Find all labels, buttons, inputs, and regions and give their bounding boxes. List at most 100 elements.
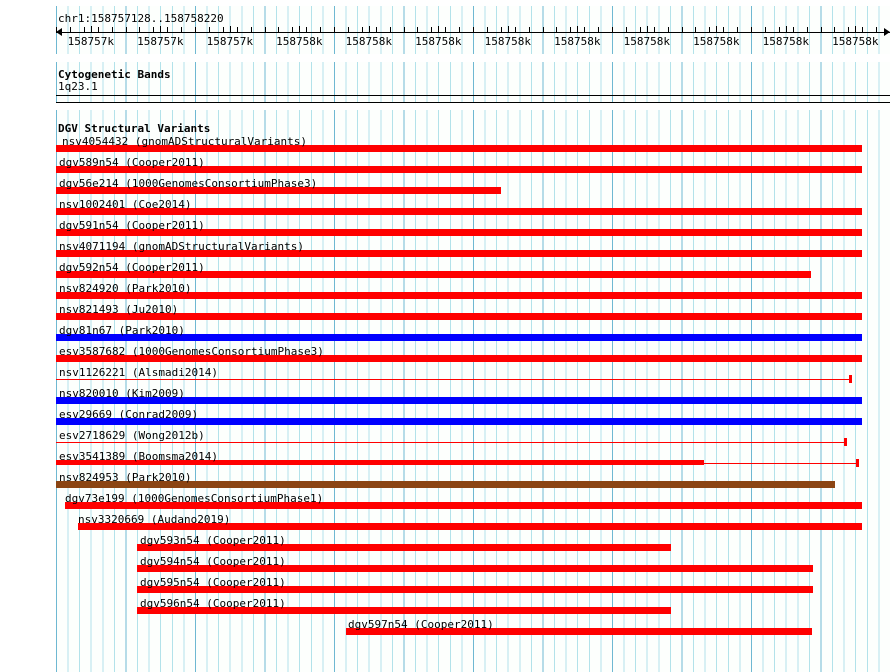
ruler-tick bbox=[83, 27, 85, 32]
track-label-esv29669[interactable]: esv29669 (Conrad2009) bbox=[59, 408, 199, 421]
feature-bar-dgv595n54[interactable] bbox=[137, 586, 813, 593]
feature-bar-dgv596n54[interactable] bbox=[137, 607, 671, 614]
ruler-tick bbox=[417, 27, 419, 32]
feature-bar-nsv820010[interactable] bbox=[56, 397, 862, 404]
ruler-major-tick bbox=[716, 26, 718, 33]
ruler-tick bbox=[500, 27, 502, 32]
feature-line-nsv1126221[interactable] bbox=[56, 379, 851, 380]
ruler-tick bbox=[764, 27, 766, 32]
feature-bar-nsv3320669[interactable] bbox=[78, 523, 862, 530]
ruler-tick bbox=[473, 27, 474, 32]
dgv-structural-variants-title: DGV Structural Variants bbox=[58, 122, 211, 135]
ruler-major-tick bbox=[90, 26, 92, 33]
ruler-major-tick bbox=[368, 26, 370, 33]
ruler-tick-label: 158757k bbox=[206, 35, 253, 48]
track-label-dgv56e214[interactable]: dgv56e214 (1000GenomesConsortiumPhase3) bbox=[59, 177, 318, 190]
track-label-nsv1126221[interactable]: nsv1126221 (Alsmadi2014) bbox=[59, 366, 218, 379]
cytogenetic-bands-title: Cytogenetic Bands bbox=[58, 68, 171, 81]
ruler-major-tick bbox=[855, 26, 857, 33]
cytoband-label-1q23-1: 1q23.1 bbox=[58, 80, 98, 93]
feature-endcap-esv2718629 bbox=[844, 438, 847, 446]
track-label-nsv820010[interactable]: nsv820010 (Kim2009) bbox=[59, 387, 185, 400]
feature-bar-dgv592n54[interactable] bbox=[56, 271, 811, 278]
feature-bar-dgv73e199[interactable] bbox=[65, 502, 862, 509]
ruler-tick bbox=[556, 27, 558, 32]
track-label-esv3587682[interactable]: esv3587682 (1000GenomesConsortiumPhase3) bbox=[59, 345, 324, 358]
ruler-tick bbox=[375, 27, 377, 32]
ruler-tick-label: 158758k bbox=[345, 35, 392, 48]
ruler-major-tick bbox=[577, 26, 579, 33]
ruler-tick bbox=[848, 27, 850, 32]
ruler-tick-label: 158758k bbox=[415, 35, 462, 48]
ruler-tick bbox=[69, 27, 71, 32]
location-label: chr1:158757128..158758220 bbox=[58, 12, 224, 25]
ruler-tick bbox=[97, 27, 99, 32]
feature-bar-nsv821493[interactable] bbox=[56, 313, 862, 320]
ruler-tick bbox=[347, 27, 349, 32]
feature-bar-nsv4054432[interactable] bbox=[56, 145, 862, 152]
ruler-tick-label: 158758k bbox=[762, 35, 809, 48]
track-label-dgv594n54[interactable]: dgv594n54 (Cooper2011) bbox=[140, 555, 286, 568]
ruler-left-arrow-icon[interactable] bbox=[56, 28, 62, 36]
feature-bar-dgv589n54[interactable] bbox=[56, 166, 862, 173]
feature-bar-esv3587682[interactable] bbox=[56, 355, 862, 362]
feature-bar-dgv593n54[interactable] bbox=[137, 544, 671, 551]
ruler-tick bbox=[222, 27, 224, 32]
ruler-tick bbox=[459, 27, 461, 32]
track-label-nsv824920[interactable]: nsv824920 (Park2010) bbox=[59, 282, 192, 295]
ruler-major-tick bbox=[646, 26, 648, 33]
ruler-panel[interactable]: chr1:158757128..158758220 158757k 158757k… bbox=[0, 0, 890, 54]
track-label-dgv591n54[interactable]: dgv591n54 (Cooper2011) bbox=[59, 219, 205, 232]
ruler-axis-line bbox=[56, 32, 890, 33]
track-label-nsv824953[interactable]: nsv824953 (Park2010) bbox=[59, 471, 192, 484]
ruler-tick bbox=[334, 27, 335, 32]
feature-bar-nsv4071194[interactable] bbox=[56, 250, 862, 257]
ruler-major-tick bbox=[299, 26, 301, 33]
ruler-tick bbox=[806, 27, 808, 32]
feature-bar-nsv824920[interactable] bbox=[56, 292, 862, 299]
feature-bar-nsv824953[interactable] bbox=[56, 481, 835, 488]
feature-bar-esv29669[interactable] bbox=[56, 418, 862, 425]
track-label-dgv73e199[interactable]: dgv73e199 (1000GenomesConsortiumPhase1) bbox=[65, 492, 324, 505]
ruler-major-tick bbox=[160, 26, 162, 33]
feature-bar-dgv56e214[interactable] bbox=[56, 187, 501, 194]
ruler-major-tick bbox=[438, 26, 440, 33]
feature-bar-esv3541389-seg[interactable] bbox=[56, 460, 704, 465]
ruler-tick bbox=[236, 27, 238, 32]
track-label-dgv81n67[interactable]: dgv81n67 (Park2010) bbox=[59, 324, 185, 337]
track-label-nsv4071194[interactable]: nsv4071194 (gnomADStructuralVariants) bbox=[59, 240, 305, 253]
feature-bar-dgv597n54[interactable] bbox=[346, 628, 812, 635]
track-label-esv2718629[interactable]: esv2718629 (Wong2012b) bbox=[59, 429, 205, 442]
track-label-nsv4054432[interactable]: nsv4054432 (gnomADStructuralVariants) bbox=[62, 135, 308, 148]
feature-bar-dgv591n54[interactable] bbox=[56, 229, 862, 236]
ruler-tick bbox=[723, 27, 725, 32]
track-label-nsv821493[interactable]: nsv821493 (Ju2010) bbox=[59, 303, 179, 316]
track-label-nsv3320669[interactable]: nsv3320669 (Audano2019) bbox=[78, 513, 231, 526]
ruler-tick bbox=[153, 27, 155, 32]
ruler-tick bbox=[709, 27, 711, 32]
feature-bar-dgv594n54[interactable] bbox=[137, 565, 813, 572]
track-label-dgv589n54[interactable]: dgv589n54 (Cooper2011) bbox=[59, 156, 205, 169]
ruler-right-arrow-icon[interactable] bbox=[884, 28, 890, 36]
ruler-tick bbox=[208, 27, 210, 32]
ruler-tick bbox=[195, 27, 196, 32]
track-label-dgv592n54[interactable]: dgv592n54 (Cooper2011) bbox=[59, 261, 205, 274]
ruler-tick bbox=[584, 27, 586, 32]
track-label-dgv596n54[interactable]: dgv596n54 (Cooper2011) bbox=[140, 597, 286, 610]
ruler-tick-label: 158758k bbox=[554, 35, 601, 48]
feature-bar-nsv1002401[interactable] bbox=[56, 208, 862, 215]
feature-endcap-esv3541389 bbox=[856, 459, 859, 467]
feature-bar-dgv81n67[interactable] bbox=[56, 334, 862, 341]
ruler-tick bbox=[292, 27, 294, 32]
track-label-dgv593n54[interactable]: dgv593n54 (Cooper2011) bbox=[140, 534, 286, 547]
ruler-tick bbox=[139, 27, 141, 32]
feature-line-esv2718629[interactable] bbox=[56, 442, 846, 443]
cytoband-section-divider bbox=[56, 102, 890, 103]
ruler-tick bbox=[431, 27, 433, 32]
track-label-nsv1002401[interactable]: nsv1002401 (Coe2014) bbox=[59, 198, 192, 211]
ruler-tick bbox=[486, 27, 488, 32]
track-label-dgv595n54[interactable]: dgv595n54 (Cooper2011) bbox=[140, 576, 286, 589]
track-label-esv3541389[interactable]: esv3541389 (Boomsma2014) bbox=[59, 450, 218, 463]
track-label-dgv597n54[interactable]: dgv597n54 (Cooper2011) bbox=[348, 618, 494, 631]
